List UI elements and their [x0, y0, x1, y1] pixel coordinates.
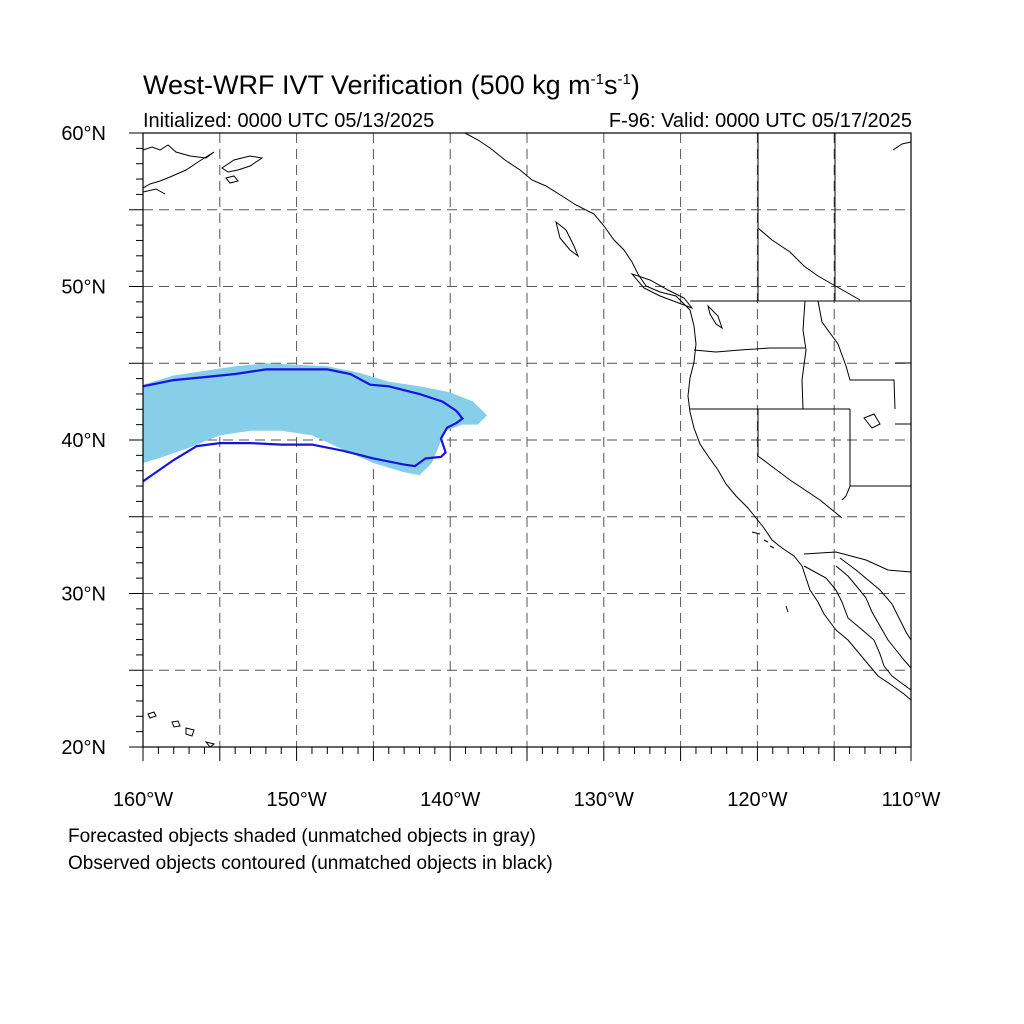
- california-nevada-border: [757, 409, 843, 519]
- footer-forecast-note: Forecasted objects shaded (unmatched obj…: [68, 826, 536, 847]
- title-mid: s: [603, 70, 618, 100]
- canada-river: [757, 227, 861, 301]
- alaska-island: [221, 155, 264, 173]
- idaho-montana-border: [817, 300, 896, 410]
- lon-tick-label: 140°W: [420, 789, 480, 811]
- coastlines-and-borders: [143, 133, 911, 747]
- alaska-coast: [143, 144, 215, 189]
- canada-coast-top-right: [892, 141, 911, 151]
- idaho-border: [801, 300, 807, 410]
- lat-tick-label: 50°N: [61, 277, 106, 299]
- channel-islands: [751, 531, 775, 549]
- axis-labels: 160°W 150°W 140°W 130°W 120°W 110°W 20°N 30°N 40…: [61, 123, 940, 811]
- island-guadalupe: [785, 605, 789, 613]
- us-mexico-border: [803, 551, 911, 573]
- washington-oregon-border: [693, 347, 805, 353]
- valid-time-label: F-96: Valid: 0000 UTC 05/17/2025: [608, 110, 912, 132]
- gulf-of-california: [835, 565, 911, 669]
- great-salt-lake: [863, 413, 881, 429]
- map-title: West-WRF IVT Verification (500 kg m-1s-1…: [143, 70, 640, 101]
- lon-tick-label: 160°W: [113, 789, 173, 811]
- baja-california: [803, 565, 911, 691]
- pacific-northwest-coast: [464, 133, 911, 701]
- lon-tick-label: 130°W: [574, 789, 634, 811]
- hawaii-islands: [147, 711, 216, 747]
- mainland-mexico-coast: [839, 557, 911, 641]
- footer-observed-note: Observed objects contoured (unmatched ob…: [68, 853, 553, 874]
- lat-tick-label: 40°N: [61, 430, 106, 452]
- title-exponent-1: -1: [590, 71, 604, 88]
- lat-tick-label: 30°N: [61, 584, 106, 606]
- title-tail: ): [630, 70, 640, 100]
- alaska-southeast-coast: [143, 188, 166, 195]
- gridlines: [143, 133, 911, 747]
- lat-tick-label: 60°N: [61, 123, 106, 145]
- lon-tick-label: 150°W: [266, 789, 326, 811]
- init-time-label: Initialized: 0000 UTC 05/13/2025: [143, 110, 435, 132]
- forecast-object-shaded: [143, 363, 488, 476]
- vancouver-island: [630, 272, 694, 310]
- nevada-utah-border: [841, 409, 851, 501]
- axis-ticks: [129, 132, 912, 761]
- lat-tick-label: 20°N: [61, 737, 106, 759]
- haida-gwaii: [555, 220, 580, 258]
- title-main: West-WRF IVT Verification (500 kg m: [143, 70, 591, 100]
- title-exponent-2: -1: [617, 71, 631, 88]
- observed-object-contour: [143, 368, 465, 483]
- wyoming-border: [895, 362, 911, 425]
- lon-tick-label: 120°W: [727, 789, 787, 811]
- lon-tick-label: 110°W: [882, 789, 941, 811]
- alaska-island-2: [225, 175, 239, 184]
- puget-sound: [707, 304, 723, 330]
